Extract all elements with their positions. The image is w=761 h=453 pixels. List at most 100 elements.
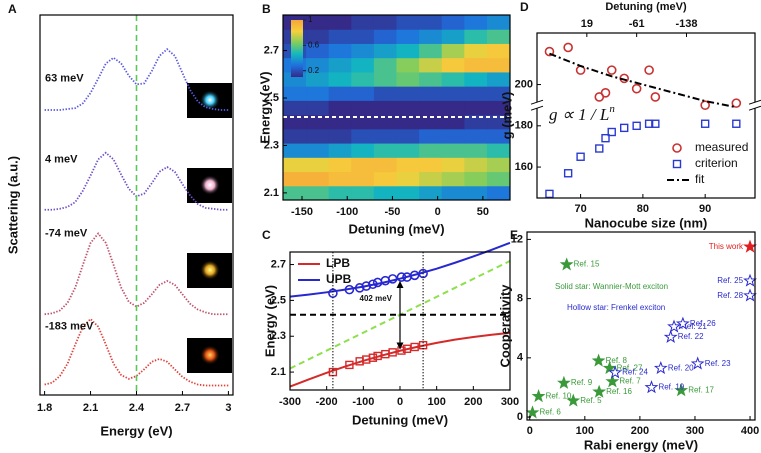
heat-cell [441, 43, 465, 59]
heat-cell [464, 114, 488, 130]
x2-tick-label: -61 [629, 18, 645, 30]
point [606, 65, 617, 75]
heat-cell [419, 86, 443, 101]
heat-cell [419, 29, 443, 44]
heat-cell [396, 128, 420, 144]
y-tick-label: 8 [517, 293, 523, 305]
point [595, 144, 604, 153]
point [650, 92, 661, 102]
heat-cell [328, 86, 352, 101]
heat-cell [328, 128, 352, 144]
point [631, 83, 642, 94]
star-point [608, 365, 622, 379]
heat-cell [396, 29, 420, 44]
inset-dot [200, 175, 220, 195]
panel-letter: D [520, 0, 529, 14]
heat-cell [464, 29, 488, 44]
heat-cell [306, 157, 330, 173]
heat-cell [306, 171, 330, 187]
star-point [592, 384, 607, 398]
heat-cell [306, 71, 330, 87]
axis-break-mark [530, 105, 544, 111]
point [563, 169, 573, 178]
heat-cell [351, 29, 375, 44]
point-label: Ref. 8 [606, 356, 628, 365]
y-tick-label: 2.5 [264, 92, 279, 104]
heat-cell [283, 100, 307, 116]
heat-cell [351, 143, 375, 158]
x-tick-label: -100 [352, 396, 374, 408]
series-line [289, 241, 511, 298]
heat-cell [419, 157, 443, 173]
point [368, 353, 378, 362]
y-tick-label: 2.5 [271, 294, 286, 306]
point [700, 100, 710, 110]
heat-cell [441, 86, 465, 101]
star-point [644, 380, 659, 394]
heat-cell [396, 43, 420, 59]
x-tick-label: 80 [637, 203, 649, 215]
heat-cell [486, 71, 511, 87]
heat-cell [373, 114, 397, 130]
heat-cell [351, 128, 375, 144]
heat-cell [464, 86, 488, 101]
axis-break-gap [532, 102, 542, 109]
x-tick-label: 100 [576, 425, 594, 437]
point [644, 119, 654, 128]
series-line [44, 48, 229, 111]
heat-cell [373, 29, 397, 44]
x-tick-label: 70 [574, 203, 586, 215]
heat-cell [486, 86, 511, 101]
heat-cell [306, 29, 330, 44]
heat-cell [283, 114, 307, 130]
y-tick-label: 180 [515, 120, 533, 132]
heat-cell [464, 143, 488, 158]
heat-cell [351, 100, 375, 116]
x-tick-label: -50 [384, 206, 400, 218]
plot-frame [536, 32, 756, 199]
heat-cell [441, 185, 465, 201]
plot-frame [282, 14, 511, 201]
heat-cell [396, 71, 420, 87]
heat-cell [486, 128, 511, 144]
heat-cell [486, 29, 511, 44]
plot-frame [526, 231, 756, 421]
panel-letter: A [8, 2, 17, 16]
point-label: Ref. 22 [678, 332, 704, 341]
star-point [690, 356, 705, 370]
heat-cell [441, 157, 465, 173]
point-label: Ref. 24 [622, 368, 648, 377]
heat-cell [306, 185, 330, 201]
star-point [667, 319, 681, 333]
point-label: Ref. 5 [580, 396, 602, 405]
note: Hollow star: Frenkel exciton [567, 303, 665, 312]
heat-cell [328, 15, 352, 30]
point [632, 121, 641, 131]
point [607, 127, 616, 137]
point-label: Ref. 26 [690, 319, 716, 328]
legend-label: UPB [326, 272, 352, 286]
heat-cell [328, 171, 352, 187]
heat-cell [464, 43, 488, 59]
star-point [653, 360, 668, 375]
y-tick-label: 2.1 [271, 366, 286, 378]
heat-cell [486, 57, 511, 73]
heat-cell [306, 143, 330, 158]
point-label: Ref. 17 [688, 386, 714, 395]
x-tick-label: 3 [225, 402, 231, 414]
y-tick-label: 200 [515, 78, 533, 90]
heat-cell [441, 114, 465, 130]
heat-cell [306, 15, 330, 30]
heat-cell [351, 171, 375, 187]
heat-cell [486, 143, 511, 158]
heat-cell [351, 157, 375, 173]
y-axis-label: Energy (eV) [257, 71, 272, 143]
x2-tick-label: 19 [581, 18, 593, 30]
panel-letter: B [262, 2, 271, 16]
heat-cell [373, 86, 397, 101]
x-tick-label: 0 [527, 425, 533, 437]
x-tick-label: 200 [464, 396, 482, 408]
point [731, 98, 742, 108]
axis-break-mark [748, 99, 761, 105]
